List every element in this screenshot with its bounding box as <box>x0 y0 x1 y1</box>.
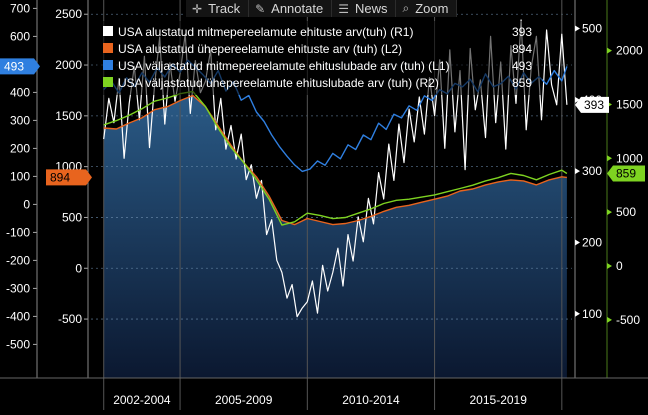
track-label: Track <box>208 1 241 16</box>
r2-tick-label: 1000 <box>616 151 643 165</box>
l2-tick-label: 2000 <box>55 58 82 72</box>
area-fill <box>103 95 567 378</box>
l1-tick-label: -400 <box>6 309 30 323</box>
news-button[interactable]: ☰ News <box>332 0 397 17</box>
legend-value: 859 <box>512 76 532 90</box>
x-tick-label: 2015-2019 <box>470 393 528 407</box>
r2-tick <box>607 155 612 162</box>
l1-tick-label: -500 <box>6 337 30 351</box>
r1-tick <box>575 239 580 246</box>
r2-tick-label: 2000 <box>616 44 643 58</box>
x-tick-label: 2002-2004 <box>113 393 171 407</box>
chart-toolbar: ✛ Track ✎ Annotate ☰ News ⌕ Zoom <box>186 0 458 17</box>
x-tick-label: 2010-2014 <box>342 393 400 407</box>
r2-tick-label: 1500 <box>616 97 643 111</box>
last-value-tag <box>0 58 40 75</box>
newspaper-icon: ☰ <box>338 1 349 16</box>
r2-tick <box>607 47 612 54</box>
l1-tick-label: 300 <box>10 113 30 127</box>
value-markers: 493 894 393 859 <box>0 58 645 186</box>
legend-label: USA alustatud mitmepereelamute ehituste … <box>118 25 413 39</box>
l2-tick-label: 500 <box>62 210 82 224</box>
r2-tick <box>607 209 612 216</box>
last-value-label: 859 <box>616 166 636 180</box>
last-value-label: 894 <box>50 170 70 184</box>
legend-swatch <box>103 26 113 36</box>
legend-label: USA väljastatud mitmepereelamute ehitusl… <box>118 59 450 73</box>
legend-value: 894 <box>512 42 532 56</box>
legend-label: USA alustatud ühepereelamute ehituste ar… <box>118 42 402 56</box>
r1-tick <box>575 310 580 317</box>
l2-tick-label: -500 <box>58 312 82 326</box>
r1-tick-label: 500 <box>582 22 602 36</box>
l1-tick-label: 400 <box>10 85 30 99</box>
last-value-tag <box>607 165 645 182</box>
r1-tick-label: 200 <box>582 235 602 249</box>
legend-swatch <box>103 60 113 70</box>
last-value-label: 493 <box>4 59 24 73</box>
last-value-tag <box>46 169 92 186</box>
r2-tick-label: 500 <box>616 205 636 219</box>
annotate-button[interactable]: ✎ Annotate <box>249 0 333 17</box>
l1-tick-label: 600 <box>10 29 30 43</box>
zoom-button[interactable]: ⌕ Zoom <box>396 0 458 17</box>
l1-tick-label: 0 <box>23 197 30 211</box>
legend: USA alustatud mitmepereelamute ehituste … <box>97 21 542 95</box>
legend-swatch <box>103 43 113 53</box>
legend-swatch <box>103 77 113 87</box>
x-tick-label: 2005-2009 <box>215 393 273 407</box>
r1-tick-label: 100 <box>582 307 602 321</box>
last-value-tag <box>575 96 609 113</box>
l1-tick-label: 700 <box>10 1 30 15</box>
news-label: News <box>354 1 388 16</box>
last-value-label: 393 <box>584 98 604 112</box>
series-line-1 <box>103 94 567 226</box>
zoom-label: Zoom <box>415 1 449 16</box>
l1-tick-label: -300 <box>6 281 30 295</box>
r2-tick <box>607 316 612 323</box>
r1-tick <box>575 96 580 103</box>
r1-tick <box>575 25 580 32</box>
r1-tick <box>575 168 580 175</box>
l2-tick-label: 0 <box>75 261 82 275</box>
magnifier-icon: ⌕ <box>402 1 410 15</box>
r1-tick-label: 300 <box>582 164 602 178</box>
legend-label: USA väljastatud ühepereelamute ehituslub… <box>118 76 439 90</box>
annotate-label: Annotate <box>271 1 324 16</box>
r2-tick <box>607 263 612 269</box>
l1-tick-label: 200 <box>10 141 30 155</box>
l1-tick-label: -200 <box>6 253 30 267</box>
crosshair-icon: ✛ <box>192 1 203 16</box>
l1-tick-label: 100 <box>10 169 30 183</box>
pencil-icon: ✎ <box>255 1 266 16</box>
track-button[interactable]: ✛ Track <box>186 0 250 17</box>
l2-tick-label: 2500 <box>55 7 82 21</box>
legend-value: 393 <box>512 25 532 39</box>
l1-tick-label: -100 <box>6 225 30 239</box>
l2-tick-label: 1500 <box>55 109 82 123</box>
legend-background <box>97 21 542 95</box>
r2-tick-label: 0 <box>616 259 623 273</box>
r2-tick-label: -500 <box>616 313 640 327</box>
legend-value: 493 <box>512 59 532 73</box>
